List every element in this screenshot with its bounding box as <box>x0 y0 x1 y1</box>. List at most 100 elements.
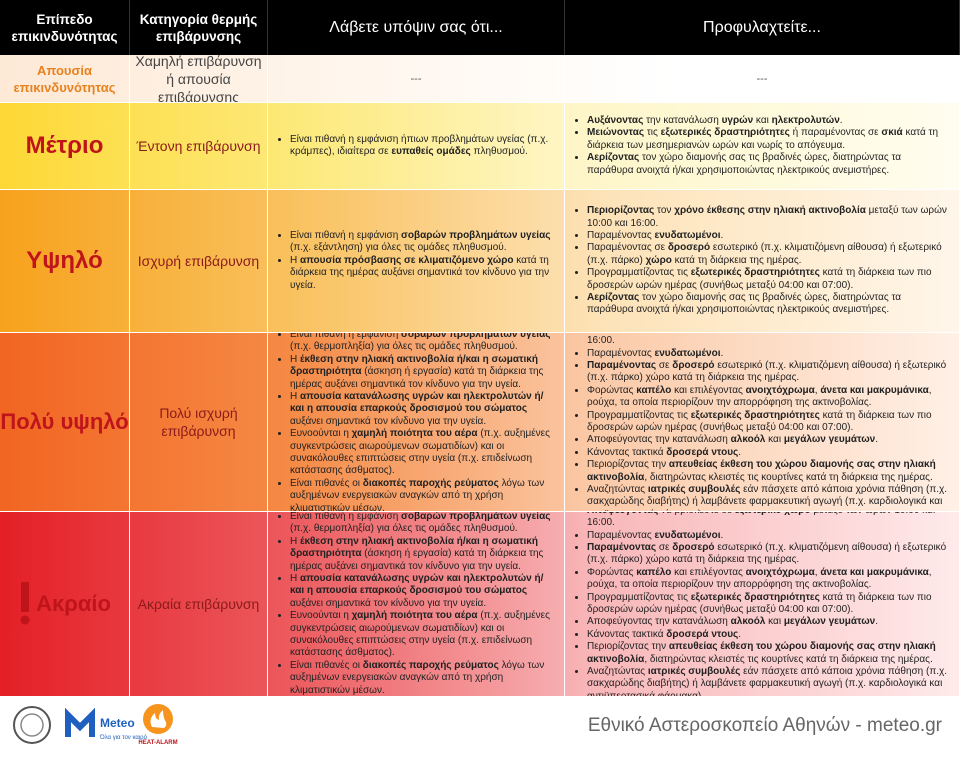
bold-run: Αερίζοντας <box>587 292 640 304</box>
bullet-item: Παραμένοντας σε δροσερό εσωτερικό (π.χ. … <box>587 242 949 267</box>
category-cell: Έντονη επιβάρυνση <box>130 103 268 190</box>
text-run: μεταξύ των ωρών 10:00 και 16:00. <box>587 333 935 347</box>
text-run: Φορώντας <box>587 384 637 396</box>
bold-run: δροσερά ντους <box>666 628 739 640</box>
bullet-item: Η έκθεση στην ηλιακή ακτινοβολία ή/και η… <box>290 354 554 391</box>
text-run: . <box>720 229 724 241</box>
bullet-item: Αερίζοντας τον χώρο διαμονής σας τις βρα… <box>587 152 949 177</box>
text-run: (π.χ. θερμοπληξία) για όλες τις ομάδες π… <box>290 523 518 535</box>
bold-run: χαμηλή ποιότητα του αέρα <box>351 428 478 440</box>
text-run: τις <box>644 127 661 139</box>
bullet-item: Είναι πιθανή η εμφάνιση ήπιων προβλημάτω… <box>290 134 554 159</box>
bold-run: απουσία κατανάλωσης υγρών και ηλεκτρολυτ… <box>290 572 544 597</box>
bullet-item: Η απουσία κατανάλωσης υγρών και ηλεκτρολ… <box>290 391 554 428</box>
bold-run: εξωτερικό χώρο <box>735 512 811 516</box>
bullet-list: Περιορίζοντας τον χρόνο έκθεσης στην ηλι… <box>577 205 949 317</box>
bold-run: εξωτερικές δραστηριότητες <box>690 409 820 421</box>
text-run: Αποφεύγοντας την κατανάλωση <box>587 434 731 446</box>
bullet-list: Είναι πιθανή η εμφάνιση σοβαρών προβλημά… <box>280 230 554 292</box>
text-run: και <box>765 616 784 628</box>
bold-run: εξωτερικές δραστηριότητες <box>690 267 820 279</box>
text-cell: Είναι πιθανή η εμφάνιση ήπιων προβλημάτω… <box>268 103 565 190</box>
text-cell: --- <box>565 55 960 103</box>
level-label: Απουσία επικινδυνότητας <box>13 62 116 95</box>
text-run: Αναζητώντας <box>587 666 648 678</box>
bullet-item: Αναζητώντας ιατρικές συμβουλές εάν πάσχε… <box>587 666 949 697</box>
text-cell: Αποφεύγοντας να βρίσκεστε σε εξωτερικό χ… <box>565 512 960 697</box>
bullet-item: Ευνοούνται η χαμηλή ποιότητα του αέρα (π… <box>290 610 554 660</box>
level-label: Μέτριο <box>25 132 104 159</box>
bullet-item: Αερίζοντας τον χώρο διαμονής σας τις βρα… <box>587 292 949 317</box>
bullet-item: Παραμένοντας σε δροσερό εσωτερικό (π.χ. … <box>587 360 949 385</box>
bullet-item: Είναι πιθανή η εμφάνιση σοβαρών προβλημά… <box>290 512 554 536</box>
bold-run: Αποφεύγοντας <box>587 333 658 334</box>
text-run: κατά τη διάρκεια των πιο δροσερών ωρών η… <box>587 267 932 291</box>
bold-run: Αερίζοντας <box>587 152 640 164</box>
bold-run: Μειώνοντας <box>587 127 645 139</box>
text-run: Παραμένοντας <box>587 347 655 359</box>
level-cell: Ακραίο <box>0 512 130 697</box>
meteo-tagline: Όλα για τον καιρό <box>99 734 148 741</box>
bold-run: σοβαρών προβλημάτων υγείας <box>401 229 551 241</box>
text-cell: Είναι πιθανή η εμφάνιση σοβαρών προβλημά… <box>268 512 565 697</box>
bold-run: εξωτερικές δραστηριότητες <box>690 591 820 603</box>
bold-run: δροσερό <box>672 541 715 553</box>
bullet-list: Αποφεύγοντας να βρίσκεστε σε εξωτερικό χ… <box>577 333 949 511</box>
text-run: Κάνοντας τακτικά <box>587 628 667 640</box>
text-run: να βρίσκεστε σε <box>658 333 734 334</box>
meteo-logo-text: Meteo <box>100 716 135 730</box>
text-run: . <box>839 114 843 126</box>
bold-run: δροσερά ντους <box>666 446 739 458</box>
text-run: κατά τη διάρκεια των πιο δροσερών ωρών η… <box>587 409 932 433</box>
bullet-item: Η έκθεση στην ηλιακή ακτινοβολία ή/και η… <box>290 536 554 573</box>
text-run: Περιορίζοντας την <box>587 459 669 471</box>
bold-run: απουσία κατανάλωσης υγρών και ηλεκτρολυτ… <box>290 390 544 415</box>
text-run: να βρίσκεστε σε <box>658 512 734 516</box>
bullet-item: Μειώνοντας τις εξωτερικές δραστηριότητες… <box>587 127 949 152</box>
text-run: και επιλέγοντας <box>671 566 746 578</box>
bold-run: απευθείας έκθεση του χώρου διαμονής σας … <box>587 459 936 483</box>
category-cell: Ακραία επιβάρυνση <box>130 512 268 697</box>
header-cell: Λάβετε υπόψιν σας ότι... <box>268 0 565 55</box>
text-run: σε <box>656 541 673 553</box>
text-run: εσωτερικό (π.χ. κλιματιζόμενη αίθουσα) ή… <box>587 242 942 266</box>
text-run: Περιορίζοντας την <box>587 641 669 653</box>
bullet-item: Είναι πιθανή η εμφάνιση σοβαρών προβλημά… <box>290 333 554 354</box>
text-run: Η <box>290 535 300 547</box>
text-cell: Περιορίζοντας τον χρόνο έκθεσης στην ηλι… <box>565 190 960 333</box>
text-run: Παραμένοντας σε <box>587 242 668 254</box>
text-run: (π.χ. θερμοπληξία) για όλες τις ομάδες π… <box>290 341 518 353</box>
bold-run: σοβαρών προβλημάτων υγείας <box>401 333 551 340</box>
bullet-item: Φορώντας καπέλο και επιλέγοντας ανοιχτόχ… <box>587 385 949 410</box>
risk-table: Επίπεδο επικινδυνότητας Κατηγορία θερμής… <box>0 0 960 697</box>
text-run: κατά τη διάρκεια της ημέρας αυξάνει σημα… <box>290 254 550 291</box>
text-run: Προγραμματίζοντας τις <box>587 267 691 279</box>
text-run: Είναι πιθανή η εμφάνιση <box>290 333 402 340</box>
bold-run: Παραμένοντας <box>587 541 657 553</box>
bold-run: μεγάλων γευμάτων <box>783 616 876 628</box>
footer-graphics: Meteo Όλα για τον καιρό HEAT-ALARM Εθνικ… <box>13 704 943 746</box>
category-cell: Πολύ ισχυρή επιβάρυνση <box>130 333 268 512</box>
text-run: και <box>753 114 772 126</box>
header-cell: Προφυλαχτείτε... <box>565 0 960 55</box>
text-run: Είναι πιθανή η εμφάνιση <box>290 512 402 522</box>
bold-run: άνετα και μακρυμάνικα <box>820 384 929 396</box>
level-label: Ακραίο <box>36 591 111 616</box>
bullet-item: Παραμένοντας σε δροσερό εσωτερικό (π.χ. … <box>587 542 949 567</box>
text-run: . <box>720 347 724 359</box>
text-run: (π.χ. αυξημένες συγκεντρώσεις αιωρούμενω… <box>290 428 550 477</box>
text-run: και <box>765 434 784 446</box>
bold-run: ενυδατωμένοι <box>654 229 721 241</box>
text-run: εάν πάσχετε από κάποια χρόνια πάθηση (π.… <box>587 484 948 511</box>
bold-run: έκθεση στην ηλιακή ακτινοβολία ή/και η σ… <box>290 353 538 378</box>
text-run: εάν πάσχετε από κάποια χρόνια πάθηση (π.… <box>587 666 948 697</box>
bold-run: ενυδατωμένοι <box>654 347 721 359</box>
bold-run: ανοιχτόχρωμα <box>745 384 815 396</box>
text-run: Είναι πιθανές οι <box>290 477 363 489</box>
text-run: εσωτερικό (π.χ. κλιματιζόμενη αίθουσα) ή… <box>587 541 947 566</box>
heat-alarm-logo <box>143 704 173 734</box>
bullet-item: Αποφεύγοντας να βρίσκεστε σε εξωτερικό χ… <box>587 512 949 530</box>
